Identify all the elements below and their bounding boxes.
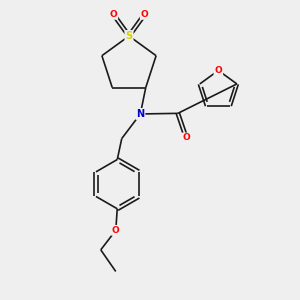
Text: O: O xyxy=(214,66,222,75)
Text: O: O xyxy=(182,134,190,142)
Text: O: O xyxy=(112,226,120,235)
Text: O: O xyxy=(110,10,117,19)
Text: S: S xyxy=(125,31,133,41)
Text: O: O xyxy=(141,10,148,19)
Text: N: N xyxy=(136,109,144,119)
